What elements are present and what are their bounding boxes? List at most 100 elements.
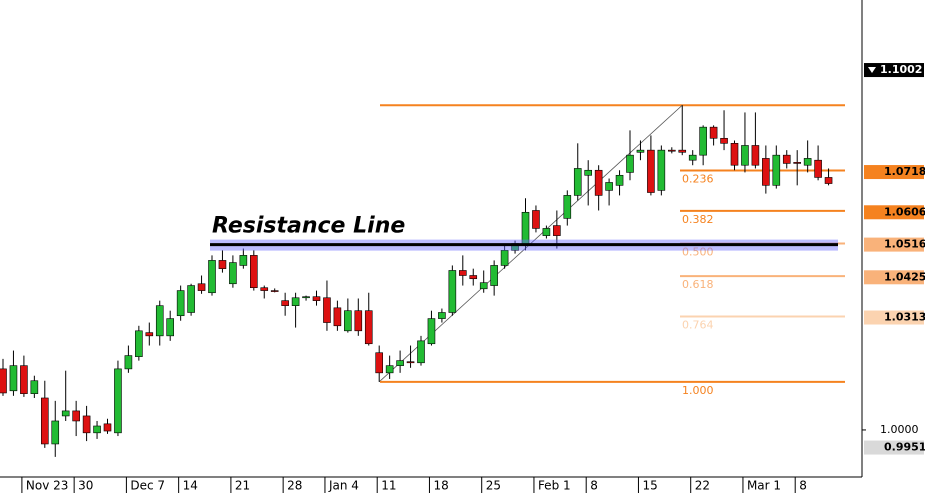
candle-body [803,158,812,166]
candle-body [772,154,781,186]
x-tick-label: 30 [78,479,93,493]
fib-price-box [864,237,924,252]
candle-body [260,287,269,291]
fib-price-label: 1.0425 [884,270,925,283]
x-tick-label: Nov 23 [26,479,69,493]
x-tick-label: Feb 1 [538,479,571,493]
candle-body [699,126,707,156]
candle-body [291,297,300,306]
candle-body [239,255,248,266]
candle-body [250,255,258,289]
candle-body [594,169,603,196]
candle-body [124,355,133,370]
candle-body [155,305,164,337]
fib-price-box [864,310,924,325]
candle-body [61,410,70,417]
candle-body [312,296,321,301]
candle-body [197,283,206,291]
x-tick-label: 18 [433,479,448,493]
candle-body [385,365,394,374]
candle-body [0,368,7,394]
candle-body [751,145,760,166]
candle-body [709,126,718,139]
candle-body [824,177,833,184]
candle-body [323,297,331,323]
candle-body [176,290,185,317]
candle-body [82,415,91,434]
candle-body [72,410,80,422]
candle-body [438,312,446,319]
candle-body [730,143,739,166]
candle-body [281,300,289,306]
candle-body [20,365,28,394]
x-tick-label: 14 [183,479,198,493]
candle-body [636,149,645,153]
candle-body [490,265,498,286]
x-tick-label: 8 [590,479,598,493]
candle-body [657,149,666,191]
fib-ratio-label: 0.236 [682,173,714,186]
x-tick-label: 28 [287,479,302,493]
candle-body [51,420,60,445]
candle-body [500,250,509,266]
candle-body [417,340,425,364]
candle-body [30,380,39,394]
candle-body [573,168,582,196]
fib-ratio-label: 0.618 [682,278,714,291]
candle-body [344,310,352,332]
candle-body [647,149,655,193]
candle-body [135,330,143,357]
x-tick-label: 15 [642,479,657,493]
candle-body [479,282,488,290]
price-marker-label: 0.9951 [884,441,925,454]
candle-body [302,296,310,299]
candle-body [553,225,561,236]
candle-body [458,270,467,276]
candle-body [218,260,227,269]
price-marker-box [864,440,924,455]
candle-body [741,145,749,166]
fib-ratio-label: 0.382 [682,213,714,226]
x-tick-label: 22 [695,479,710,493]
x-tick-label: 8 [799,479,807,493]
fib-ratio-label: 0.500 [682,246,714,259]
candle-body [584,169,593,176]
resistance-label: Resistance Line [212,214,405,239]
fib-price-label: 1.0516 [884,238,925,251]
x-tick-label: 11 [381,479,396,493]
candle-body [688,154,697,161]
price-marker-label: 1.1002 [880,63,922,76]
y-tick-label: 1.0000 [880,423,919,436]
candle-body [166,318,174,337]
candle-body [93,425,101,434]
price-marker-arrow [868,67,876,74]
fib-price-label: 1.0718 [884,165,925,178]
fib-price-box [864,205,924,220]
candle-body [354,310,363,332]
candle-body [563,195,572,219]
candle-body [782,154,791,164]
candle-body [145,332,154,337]
candle-body [187,285,195,313]
candle-body [469,275,478,280]
candle-body [333,307,342,327]
fib-price-label: 1.0313 [884,311,925,324]
candle-body [814,159,822,178]
candle-body [626,154,634,173]
candle-body [678,149,687,153]
candle-body [9,365,18,392]
candle-body [396,360,404,366]
candle-body [229,262,237,285]
candle-body [406,361,415,364]
candle-body [103,423,112,432]
fib-price-box [864,270,924,285]
x-tick-label: 25 [486,479,501,493]
fib-price-box [864,165,924,180]
x-tick-label: Mar 1 [747,479,781,493]
candle-body [793,162,802,164]
fib-price-label: 1.0606 [884,205,925,218]
fib-ratio-label: 0.764 [682,319,714,332]
